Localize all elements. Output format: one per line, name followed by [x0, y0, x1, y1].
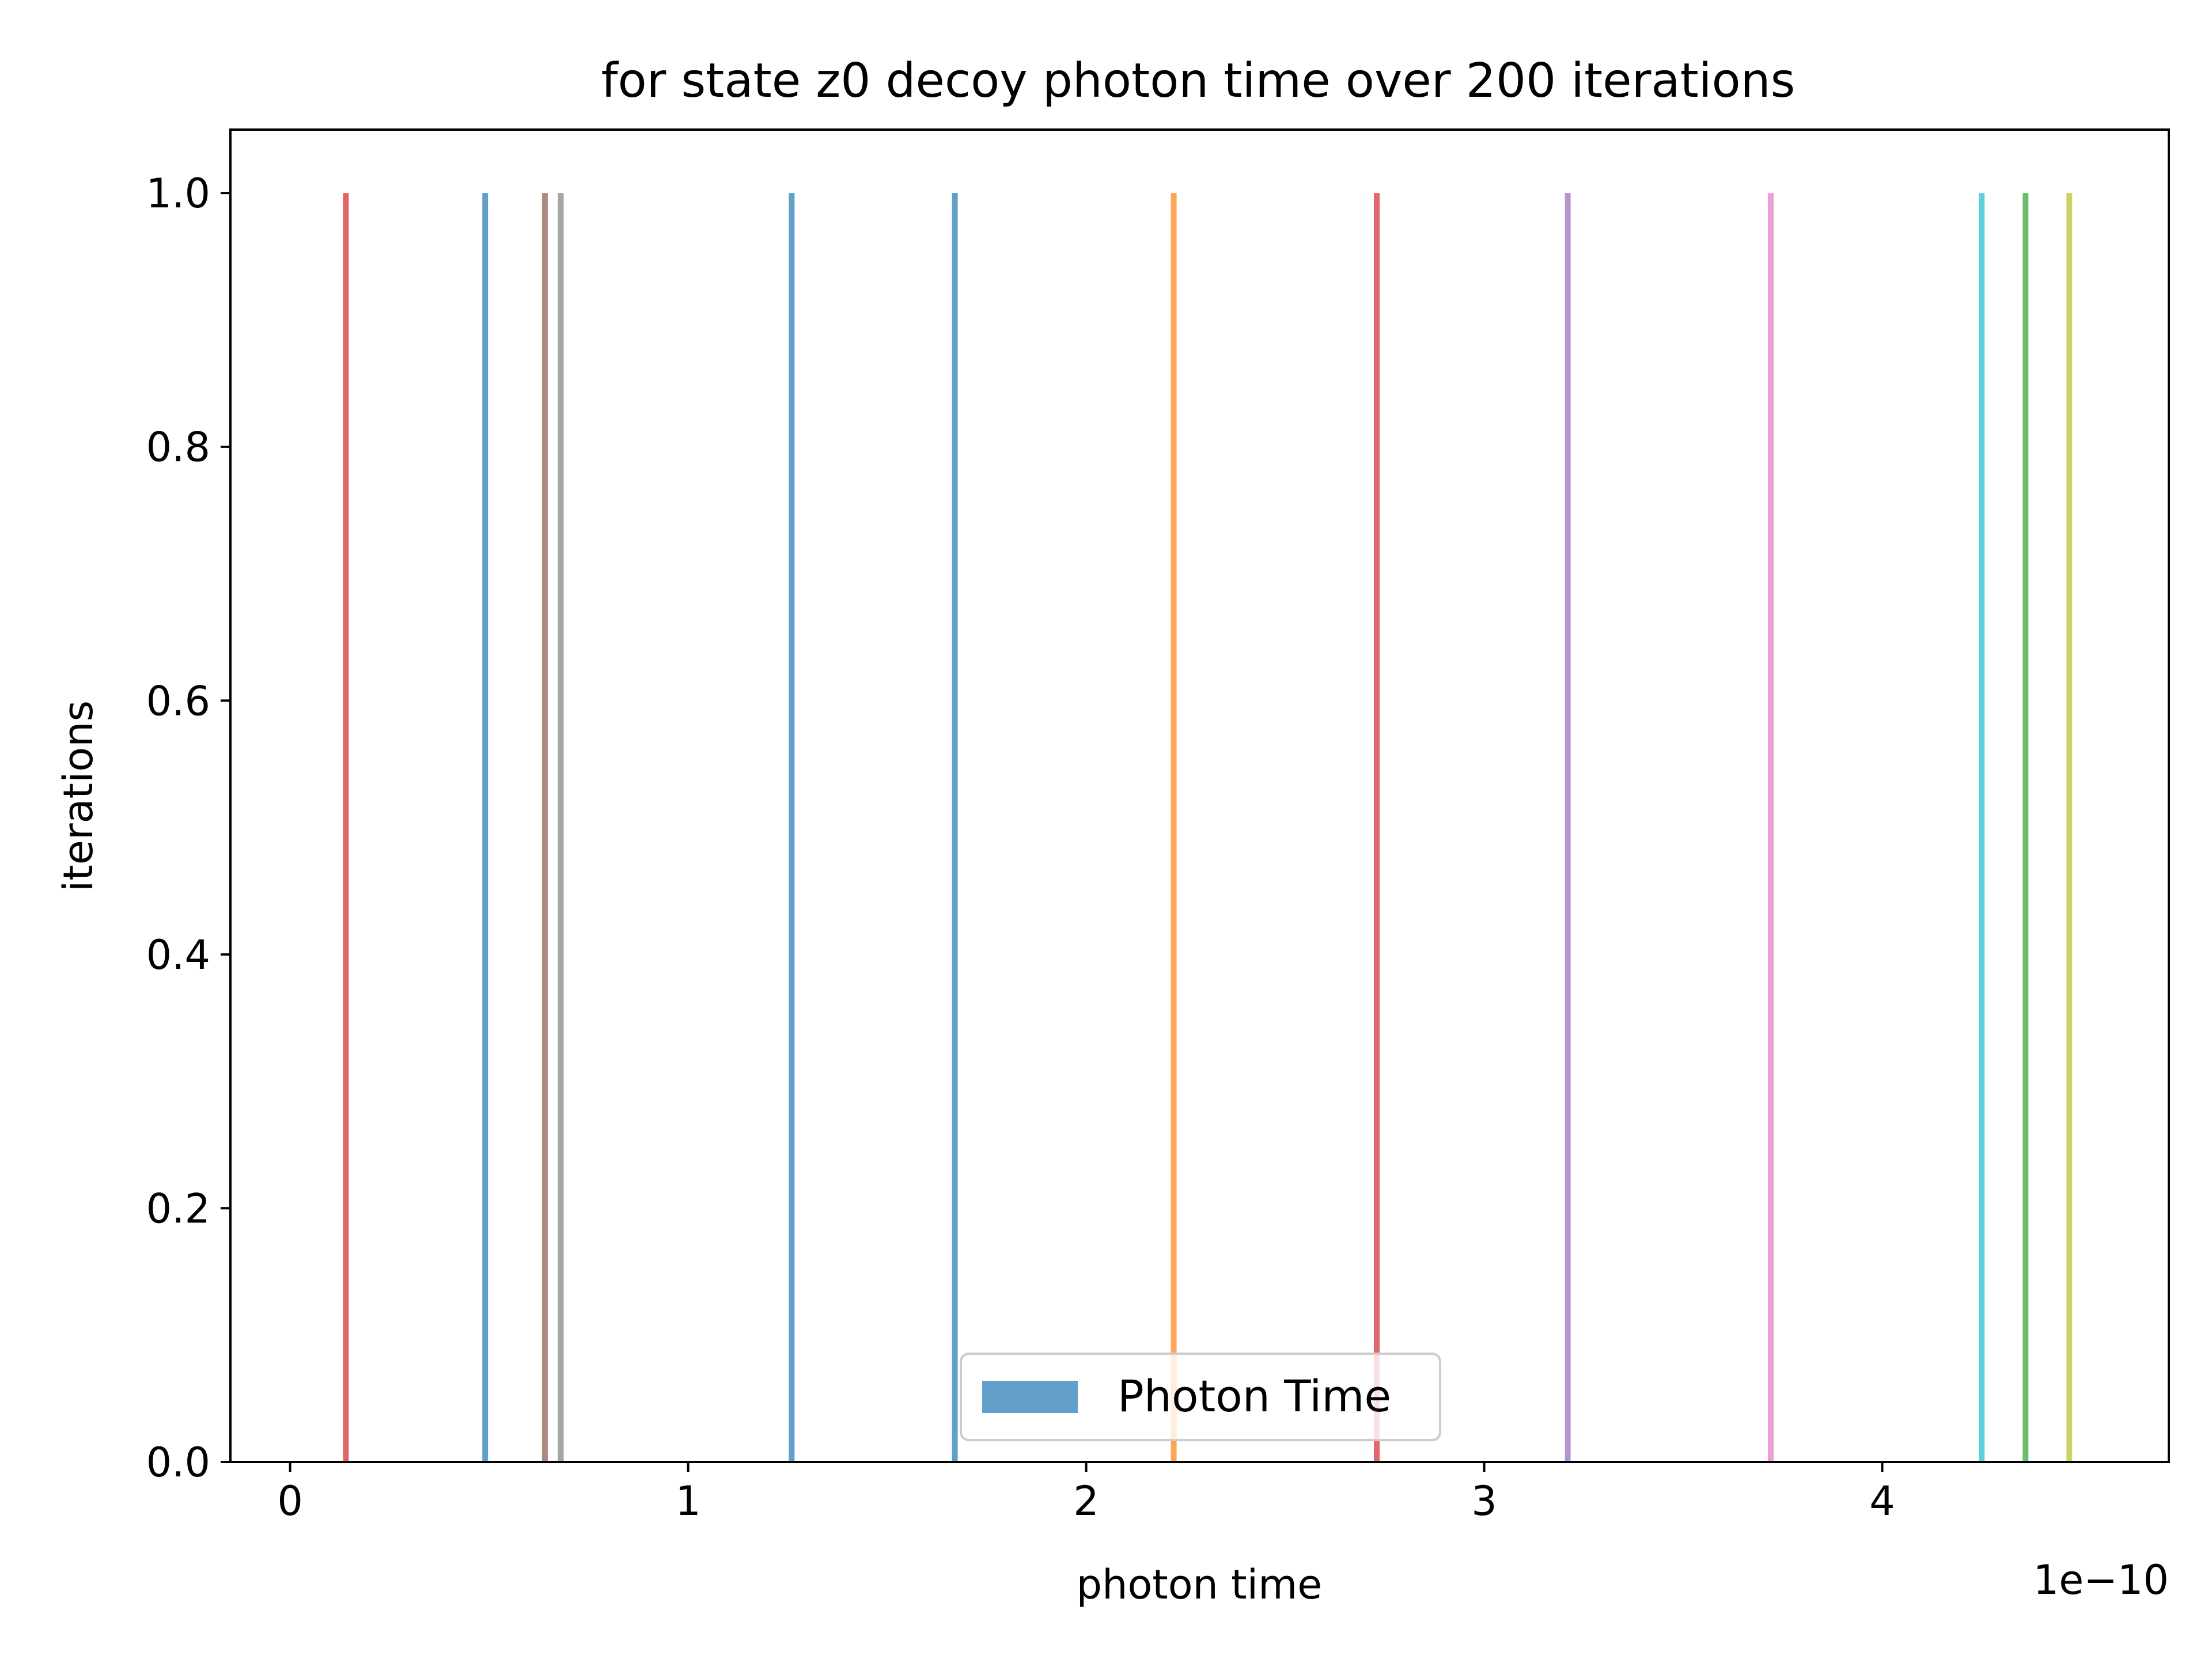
plot-area-frame	[229, 128, 2170, 1463]
bar-7	[1374, 193, 1380, 1462]
chart-title: for state z0 decoy photon time over 200 …	[601, 54, 1796, 108]
bar-1	[482, 193, 488, 1462]
bars-layer	[343, 193, 2073, 1462]
x-tick-label: 1	[675, 1478, 701, 1525]
bar-9	[1768, 193, 1774, 1462]
x-axis-offset-text: 1e−10	[2033, 1556, 2169, 1604]
legend-entry-photon-time: Photon Time	[1118, 1370, 1391, 1422]
bar-5	[952, 193, 958, 1462]
bar-8	[1565, 193, 1571, 1462]
y-tick-label: 0.6	[146, 677, 210, 725]
bar-0	[343, 193, 349, 1462]
x-tick-label: 4	[1869, 1478, 1895, 1525]
x-tick-label: 3	[1471, 1478, 1497, 1525]
bar-11	[2022, 193, 2029, 1462]
bar-3	[558, 193, 564, 1462]
legend-box	[960, 1353, 1441, 1441]
y-tick-label: 0.0	[146, 1439, 210, 1486]
bar-12	[2066, 193, 2073, 1462]
x-tick-label: 2	[1073, 1478, 1099, 1525]
bar-10	[1979, 193, 1985, 1462]
legend: Photon Time	[960, 1353, 1441, 1441]
bar-4	[789, 193, 795, 1462]
y-tick-label: 0.8	[146, 424, 210, 471]
x-axis-ticks: 0 1 2 3 4	[277, 1462, 1895, 1525]
bar-2	[541, 193, 548, 1462]
y-axis-ticks: 0.0 0.2 0.4 0.6 0.8 1.0	[146, 170, 230, 1486]
x-axis-label: photon time	[1077, 1561, 1323, 1608]
x-tick-label: 0	[277, 1478, 303, 1525]
y-tick-label: 1.0	[146, 170, 210, 217]
bar-6	[1171, 193, 1177, 1462]
y-axis-label: iterations	[55, 700, 102, 892]
legend-swatch	[982, 1381, 1078, 1413]
y-tick-label: 0.2	[146, 1185, 210, 1232]
y-tick-label: 0.4	[146, 931, 210, 979]
